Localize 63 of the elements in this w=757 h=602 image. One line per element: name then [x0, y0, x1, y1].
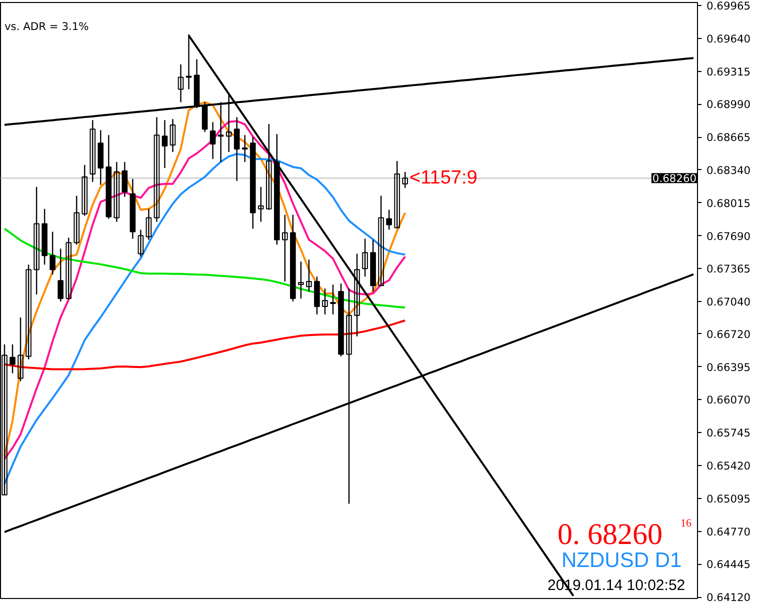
y-tick-label: 0.64120 — [706, 591, 751, 602]
y-tick-label: 0.69965 — [706, 0, 751, 13]
candlestick — [386, 209, 392, 230]
candlestick — [242, 134, 248, 163]
candlestick — [354, 253, 360, 337]
y-tick-label: 0.65095 — [706, 492, 751, 506]
y-tick-label: 0.65745 — [706, 426, 751, 440]
candlestick — [378, 195, 384, 286]
y-tick-label: 0.64770 — [706, 525, 751, 538]
candlestick — [362, 238, 368, 278]
line-series — [4, 319, 406, 370]
line-series — [4, 153, 406, 485]
annotation: NZDUSD D1 — [562, 549, 682, 572]
candlestick — [210, 122, 216, 160]
annotation: 0. 68260 — [558, 518, 662, 551]
y-tick-label: 0.68665 — [706, 131, 751, 144]
candlestick — [10, 344, 16, 374]
y-tick-label: 0.64445 — [706, 558, 751, 572]
y-tick-label: 0.65420 — [706, 460, 751, 473]
candlestick — [82, 164, 88, 216]
candlestick — [346, 288, 352, 504]
candlestick — [266, 123, 272, 210]
candlestick — [34, 186, 40, 296]
annotation: 16 — [680, 518, 692, 530]
candlestick — [170, 118, 176, 153]
line-series — [4, 228, 406, 309]
candlestick — [18, 316, 24, 382]
candlestick — [90, 120, 96, 183]
candlestick — [322, 288, 328, 316]
y-tick-label: 0.68015 — [706, 196, 751, 210]
annotation: <1157:9 — [410, 168, 478, 189]
candlestick — [122, 161, 128, 198]
candlestick — [402, 171, 408, 189]
y-tick-label: 0.69315 — [706, 65, 751, 78]
candlestick — [394, 160, 400, 228]
candlestick — [114, 161, 120, 222]
y-tick-label: 0.67365 — [706, 262, 751, 276]
candlestick — [154, 116, 160, 222]
candlestick — [138, 229, 144, 258]
candlestick — [162, 120, 168, 169]
annotation: vs. ADR = 3.1% — [4, 20, 89, 33]
y-tick-label: 0.66395 — [706, 360, 751, 374]
candlestick — [66, 237, 72, 300]
y-tick-label: 0.69640 — [706, 32, 751, 46]
candlestick — [282, 214, 288, 282]
candlestick — [258, 186, 264, 222]
y-tick-label: 0.66070 — [706, 394, 751, 407]
y-tick-label: 0.66720 — [706, 328, 751, 341]
candlestick — [298, 260, 304, 300]
y-tick-label: 0.67040 — [706, 296, 751, 309]
candlestick — [50, 231, 56, 276]
ref-line-label: 0.68260 — [652, 172, 697, 186]
candlestick — [74, 195, 80, 246]
y-tick-label: 0.68340 — [706, 164, 751, 177]
candlestick — [306, 259, 312, 292]
candlestick — [58, 248, 64, 302]
y-tick-label: 0.68990 — [706, 98, 751, 112]
candlestick — [26, 264, 32, 360]
candlestick — [178, 64, 184, 103]
y-tick-label: 0.67690 — [706, 230, 751, 243]
candlestick — [234, 116, 240, 182]
candlestick — [146, 208, 152, 240]
candlestick — [330, 284, 336, 316]
